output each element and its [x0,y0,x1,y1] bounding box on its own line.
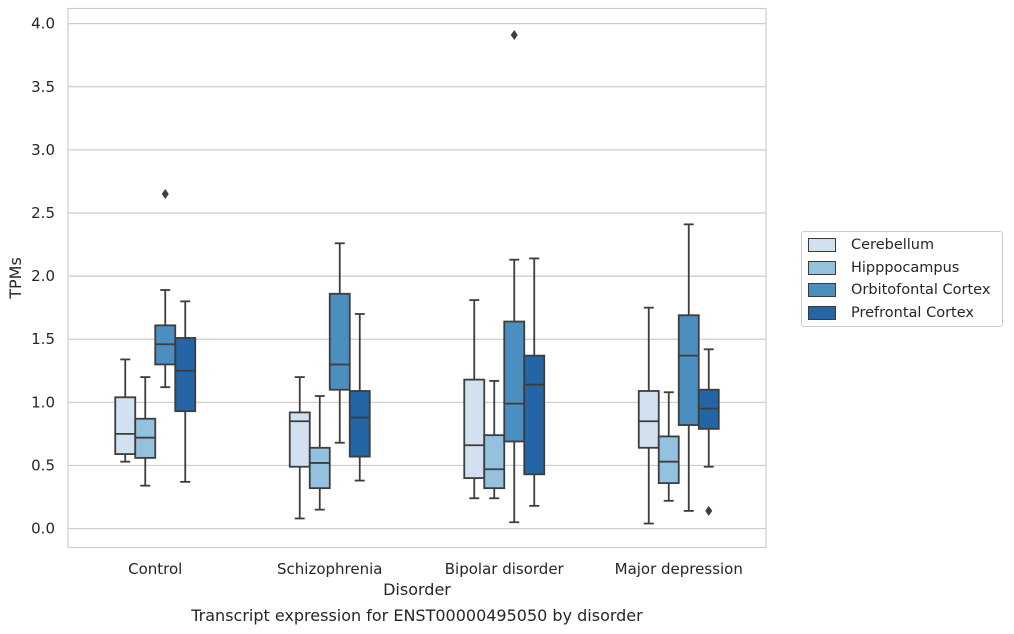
box-iqr [483,434,506,490]
box-prefrontal-cortex-control [174,300,197,483]
legend-item-hippocampus: Hipppocampus [808,257,959,279]
x-tick-labels: Control Schizophrenia Bipolar disorder Majo… [128,560,743,578]
legend-item-prefrontal: Prefrontal Cortex [808,302,974,324]
box-iqr [503,320,526,443]
box-orbitofontal-cortex-bipolar-disorder [503,30,526,524]
box-cerebellum-control [114,358,137,463]
legend-label-hippocampus: Hipppocampus [851,260,960,276]
legend-item-orbitofrontal: Orbitofontal Cortex [808,279,990,301]
legend-swatch-orbitofrontal [808,283,836,297]
box-orbitofontal-cortex-control [154,189,177,389]
legend-swatch-hippocampus [808,261,836,275]
box-iqr [657,435,680,485]
x-axis-label: Disorder [383,580,451,599]
box-orbitofontal-cortex-major-depression [677,223,700,512]
box-hipppocampus-bipolar-disorder [483,379,506,500]
legend-label-prefrontal: Prefrontal Cortex [851,305,974,321]
box-iqr [348,390,371,458]
legend: Cerebellum Hipppocampus Orbitofontal Cor… [801,231,1003,327]
legend-swatch-cerebellum [808,238,836,252]
box-series [114,30,720,525]
y-tick-label: 2.0 [31,267,55,285]
box-iqr [328,292,351,391]
figure-caption: Transcript expression for ENST0000049505… [191,606,643,625]
y-tick-label: 1.5 [31,330,55,348]
box-hipppocampus-control [134,376,157,487]
box-cerebellum-bipolar-disorder [463,299,486,500]
outlier-point [705,505,713,516]
legend-item-cerebellum: Cerebellum [808,234,934,256]
y-tick-label: 3.0 [31,141,55,159]
box-iqr [308,446,331,490]
y-tick-label: 0.0 [31,520,55,538]
x-tick-label: Major depression [615,560,743,578]
box-iqr [288,411,311,468]
box-cerebellum-schizophrenia [288,376,311,520]
box-hipppocampus-major-depression [657,391,680,502]
outlier-point [161,189,169,200]
y-tick-label: 1.0 [31,393,55,411]
y-tick-label: 4.0 [31,15,55,33]
outlier-point [510,30,518,41]
box-iqr [677,314,700,426]
plot-frame [67,7,767,549]
box-prefrontal-cortex-bipolar-disorder [523,257,546,507]
x-tick-label: Schizophrenia [277,560,382,578]
box-orbitofontal-cortex-schizophrenia [328,242,351,444]
y-axis-label: TPMs [6,257,25,300]
box-cerebellum-major-depression [637,306,660,525]
y-tick-labels: 0.0 0.5 1.0 1.5 2.0 2.5 3.0 3.5 4.0 [31,15,55,538]
box-iqr [523,354,546,476]
x-tick-label: Bipolar disorder [445,560,565,578]
legend-label-cerebellum: Cerebellum [851,237,935,253]
box-iqr [114,396,137,455]
box-iqr [463,378,486,479]
box-iqr [174,337,197,413]
legend-swatch-prefrontal [808,306,836,320]
box-prefrontal-cortex-major-depression [697,348,720,516]
box-iqr [637,390,660,449]
y-tick-label: 2.5 [31,204,55,222]
box-hipppocampus-schizophrenia [308,395,331,511]
box-prefrontal-cortex-schizophrenia [348,313,371,482]
y-tick-label: 0.5 [31,456,55,474]
x-tick-label: Control [128,560,182,578]
y-tick-label: 3.5 [31,78,55,96]
legend-label-orbitofrontal: Orbitofontal Cortex [851,282,991,298]
